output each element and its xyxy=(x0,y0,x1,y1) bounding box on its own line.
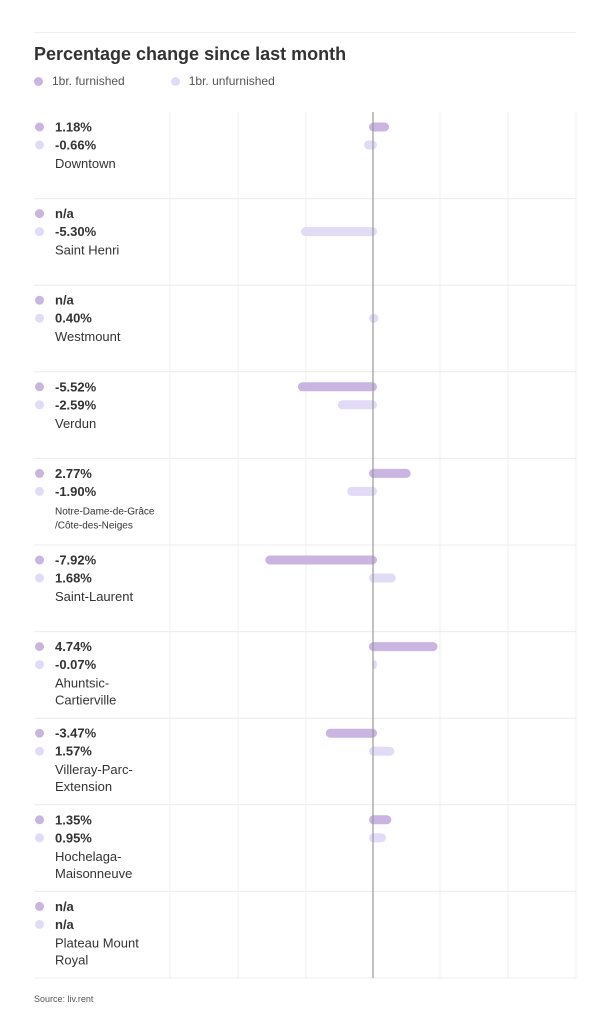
data-label: -2.59% xyxy=(55,397,97,412)
category-label: Ahuntsic- xyxy=(55,676,109,691)
series-dot xyxy=(35,140,44,150)
data-label: -1.90% xyxy=(55,484,97,499)
series-dot xyxy=(35,468,44,478)
bar xyxy=(297,382,377,392)
chart-title: Percentage change since last month xyxy=(34,44,347,64)
data-label: 1.35% xyxy=(55,812,92,827)
category-label: Extension xyxy=(55,779,112,794)
series-dot xyxy=(35,746,44,756)
data-label: n/a xyxy=(55,293,75,308)
bar xyxy=(369,122,390,132)
series-dot xyxy=(35,227,44,237)
data-label: -5.52% xyxy=(55,379,97,394)
series-dot xyxy=(35,815,44,825)
data-label: -7.92% xyxy=(55,553,97,568)
series-dot xyxy=(35,382,44,392)
series-dot xyxy=(35,573,44,583)
bar xyxy=(369,313,379,323)
bar xyxy=(325,728,377,738)
data-label: -0.66% xyxy=(55,138,97,153)
legend-dot-unfurnished xyxy=(170,76,180,86)
top-divider xyxy=(34,32,576,33)
legend-dot-furnished xyxy=(34,76,43,86)
category-label: /Côte-des-Neiges xyxy=(55,520,133,531)
series-dot xyxy=(35,642,44,652)
bar xyxy=(369,815,392,825)
bar xyxy=(265,555,377,565)
category-label: Plateau Mount xyxy=(55,935,139,950)
category-label: Verdun xyxy=(55,416,96,431)
data-label: -0.07% xyxy=(55,657,97,672)
series-dot xyxy=(35,555,44,565)
bar xyxy=(369,468,411,478)
source-note: Source: liv.rent xyxy=(34,994,94,1004)
series-dot xyxy=(35,295,44,305)
bar xyxy=(369,573,396,583)
series-dot xyxy=(35,400,44,410)
data-label: -3.47% xyxy=(55,726,97,741)
bar xyxy=(337,400,377,410)
category-label: Villeray-Parc- xyxy=(55,762,133,777)
legend: 1br. furnished 1br. unfurnished xyxy=(34,74,321,88)
data-label: n/a xyxy=(55,899,75,914)
data-label: 0.95% xyxy=(55,830,92,845)
series-dot xyxy=(35,122,44,132)
category-label: Hochelaga- xyxy=(55,849,122,864)
category-label: Saint Henri xyxy=(55,243,119,258)
data-label: 1.68% xyxy=(55,571,92,586)
bar xyxy=(369,746,395,756)
bar xyxy=(300,227,377,237)
series-dot xyxy=(35,313,44,323)
series-dot xyxy=(35,919,44,929)
category-label: Downtown xyxy=(55,156,116,171)
series-dot xyxy=(35,486,44,496)
bar xyxy=(369,642,438,652)
bar xyxy=(364,140,377,150)
category-label: Westmount xyxy=(55,329,121,344)
category-label: Saint-Laurent xyxy=(55,589,133,604)
series-dot xyxy=(35,901,44,911)
series-dot xyxy=(35,660,44,670)
data-label: 1.57% xyxy=(55,744,92,759)
legend-item-unfurnished: 1br. unfurnished xyxy=(170,74,275,88)
bar xyxy=(347,486,377,496)
legend-label-furnished: 1br. furnished xyxy=(52,74,125,88)
data-label: -5.30% xyxy=(55,224,97,239)
legend-item-furnished: 1br. furnished xyxy=(34,74,125,88)
legend-label-unfurnished: 1br. unfurnished xyxy=(188,74,275,88)
data-label: 1.18% xyxy=(55,120,92,135)
category-label: Cartierville xyxy=(55,693,116,708)
data-label: n/a xyxy=(55,917,75,932)
series-dot xyxy=(35,209,44,219)
data-label: 0.40% xyxy=(55,311,92,326)
series-dot xyxy=(35,728,44,738)
series-dot xyxy=(35,833,44,843)
data-label: 4.74% xyxy=(55,639,92,654)
data-label: n/a xyxy=(55,206,75,221)
category-label: Royal xyxy=(55,952,88,967)
data-label: 2.77% xyxy=(55,466,92,481)
category-label: Maisonneuve xyxy=(55,866,132,881)
category-label: Notre-Dame-de-Grâce xyxy=(55,506,155,517)
bar xyxy=(369,833,386,843)
